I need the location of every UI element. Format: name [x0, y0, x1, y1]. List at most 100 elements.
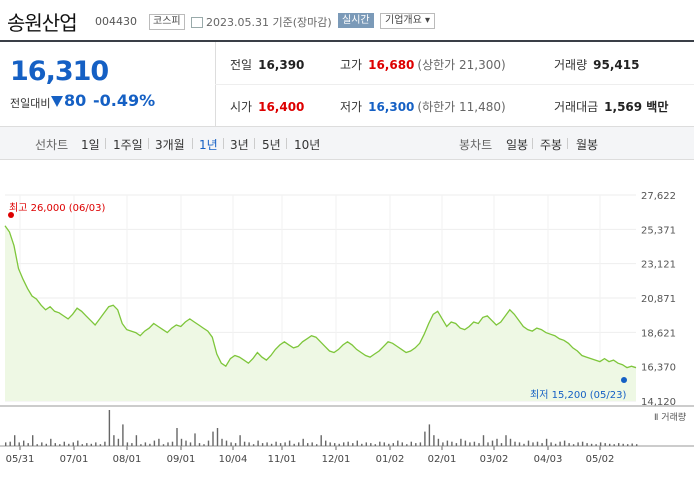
- volume-bar: [325, 440, 327, 446]
- volume-bar: [32, 435, 34, 446]
- volume-bar: [627, 444, 629, 446]
- volume-bar: [167, 442, 169, 446]
- volume-bar: [518, 442, 521, 446]
- company-info-button[interactable]: 기업개요 ▾: [380, 13, 436, 29]
- volume-bar: [18, 442, 20, 446]
- line-chart-label: 선차트: [35, 138, 69, 152]
- volume-bar: [451, 441, 453, 446]
- volume-bar: [550, 442, 552, 446]
- y-tick-label: 23,121: [641, 260, 676, 271]
- tab-3y[interactable]: 3년: [230, 138, 249, 152]
- volume-bar: [185, 440, 187, 446]
- volume-bar: [72, 442, 74, 446]
- volume-bar: [316, 444, 318, 446]
- volume-bar: [334, 443, 336, 446]
- tab-10y[interactable]: 10년: [294, 138, 321, 152]
- change-label: 전일대비: [10, 97, 51, 110]
- volume-bar: [266, 442, 268, 446]
- volume-bar: [347, 441, 349, 446]
- realtime-button[interactable]: 실시간: [338, 13, 374, 28]
- volume-bar: [261, 443, 264, 446]
- volume-bar: [568, 443, 570, 446]
- volume-bar: [99, 444, 102, 446]
- x-tick-label: 04/03: [534, 454, 563, 465]
- volume-bar: [207, 440, 210, 446]
- price-line: [4, 225, 637, 369]
- volume-bar: [5, 442, 7, 446]
- volume-bar: [86, 443, 88, 446]
- volume-bar: [108, 410, 111, 446]
- volume-bar: [298, 442, 300, 446]
- volume-bar: [171, 441, 174, 446]
- tab-1d[interactable]: 1일: [81, 138, 100, 152]
- price-area: [5, 225, 636, 401]
- volume-bar: [361, 443, 363, 446]
- volume-bar: [424, 431, 426, 446]
- volume-bar: [586, 443, 588, 446]
- volume-bar: [63, 441, 65, 446]
- tab-daily[interactable]: 일봉: [506, 138, 529, 152]
- volume-bar: [140, 444, 142, 446]
- volume-bar: [433, 435, 435, 446]
- volume-bar: [50, 438, 52, 446]
- volume-bar: [604, 443, 606, 446]
- volume-bar: [473, 441, 476, 446]
- volume-bar: [270, 443, 273, 446]
- volume-bar: [307, 443, 309, 446]
- volume-bar: [257, 440, 259, 446]
- volume-bar: [379, 441, 381, 446]
- tab-monthly[interactable]: 월봉: [576, 138, 599, 152]
- low-annotation: 최저 15,200 (05/23): [530, 390, 627, 401]
- volume-bar: [279, 443, 282, 446]
- prev-close: 전일 16,390: [230, 58, 305, 72]
- volume-bar: [153, 440, 156, 446]
- tab-5y[interactable]: 5년: [262, 138, 281, 152]
- tab-1y[interactable]: 1년: [199, 138, 218, 152]
- change-value: 80: [64, 91, 87, 110]
- volume-bar: [288, 440, 291, 446]
- volume-bar: [221, 438, 223, 446]
- volume-bar: [563, 440, 566, 446]
- volume-bar: [428, 424, 431, 446]
- volume-bar: [410, 441, 412, 446]
- volume-bar: [577, 442, 579, 446]
- volume-bar: [284, 442, 286, 446]
- volume-bar: [68, 443, 70, 446]
- volume-bar: [189, 442, 192, 446]
- volume-bar: [406, 444, 408, 446]
- volume-bar: [388, 443, 390, 446]
- volume-bar: [595, 444, 597, 446]
- volume-bar: [541, 443, 543, 446]
- volume-bar: [59, 444, 61, 446]
- volume-bar: [545, 438, 548, 446]
- volume-bar: [113, 435, 115, 446]
- y-tick-label: 16,370: [641, 363, 676, 374]
- y-tick-label: 14,120: [641, 397, 676, 408]
- y-tick-label: 25,371: [641, 225, 676, 236]
- volume-bar: [370, 443, 372, 446]
- volume-bar: [487, 442, 489, 446]
- tab-1w[interactable]: 1주일: [113, 138, 143, 152]
- volume-bar: [613, 444, 615, 446]
- x-tick-label: 05/31: [6, 454, 35, 465]
- volume-bar: [14, 435, 16, 446]
- volume-bar: [302, 438, 304, 446]
- volume-bar: [81, 444, 83, 446]
- volume-bar: [216, 428, 219, 446]
- high-price: 고가 16,680 (상한가 21,300): [340, 58, 506, 72]
- tab-3m[interactable]: 3개월: [155, 138, 185, 152]
- volume-bar: [631, 443, 633, 446]
- volume-bar: [554, 443, 557, 446]
- stock-name: 송원산업: [7, 11, 78, 35]
- volume-bar: [104, 441, 106, 446]
- volume-bar: [27, 443, 29, 446]
- volume-bar: [446, 440, 449, 446]
- tab-weekly[interactable]: 주봉: [540, 138, 563, 152]
- volume-bar: [609, 443, 611, 446]
- high-annotation: 최고 26,000 (06/03): [9, 203, 106, 214]
- y-tick-label: 20,871: [641, 294, 676, 305]
- volume-bar: [491, 440, 494, 446]
- volume-bar: [194, 433, 196, 446]
- market-badge: 코스피: [149, 14, 185, 30]
- volume-bar: [442, 442, 444, 446]
